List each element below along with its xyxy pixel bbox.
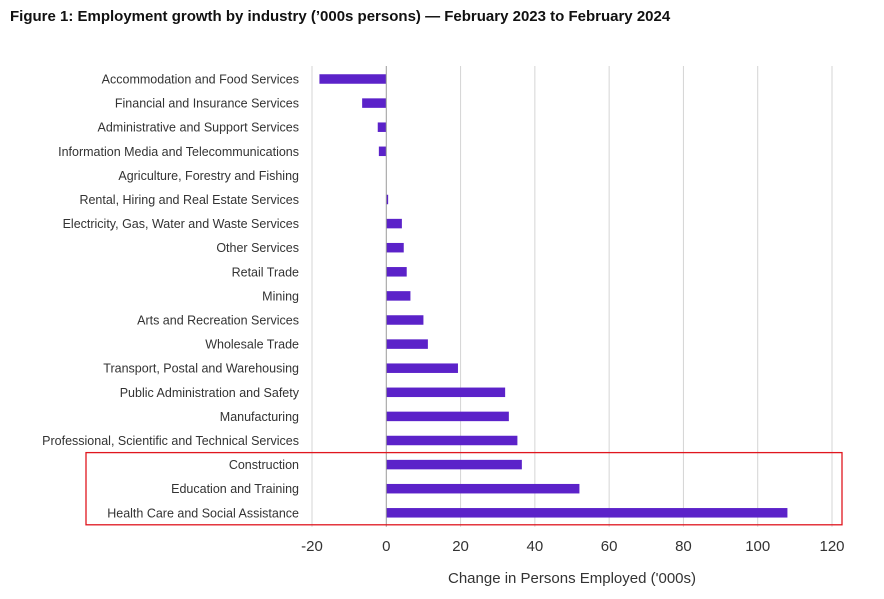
category-label: Information Media and Telecommunications <box>58 145 299 159</box>
x-axis-label: Change in Persons Employed ('000s) <box>448 570 696 587</box>
bar <box>386 363 458 373</box>
bar <box>386 459 522 470</box>
category-labels: Accommodation and Food Services Financial… <box>42 73 300 521</box>
category-label: Manufacturing <box>220 410 299 424</box>
chart-title: Figure 1: Employment growth by industry … <box>10 8 671 25</box>
category-label: Accommodation and Food Services <box>102 73 299 87</box>
bars <box>319 74 788 518</box>
x-tick-label: 40 <box>527 538 544 555</box>
bar <box>378 146 387 157</box>
x-tick-label: -20 <box>301 538 323 555</box>
x-tick-labels: -20 0 20 40 60 80 100 120 <box>301 538 844 555</box>
x-tick-label: 60 <box>601 538 618 555</box>
bar <box>386 315 424 325</box>
highlight-box-group <box>85 451 843 526</box>
bar <box>386 218 402 229</box>
bar <box>386 483 580 494</box>
category-label: Rental, Hiring and Real Estate Services <box>79 193 299 207</box>
x-tick-label: 20 <box>452 538 469 555</box>
bar <box>386 242 404 253</box>
category-label: Transport, Postal and Warehousing <box>103 362 299 376</box>
category-label: Agriculture, Forestry and Fishing <box>118 169 299 183</box>
x-tick-label: 80 <box>675 538 692 555</box>
category-label: Professional, Scientific and Technical S… <box>42 434 299 448</box>
x-tick-label: 0 <box>382 538 390 555</box>
category-label: Public Administration and Safety <box>120 386 300 400</box>
category-label: Mining <box>262 289 299 303</box>
bar <box>386 291 411 301</box>
x-tick-label: 120 <box>819 538 844 555</box>
bar <box>386 508 788 518</box>
category-label: Financial and Insurance Services <box>115 97 299 111</box>
category-label: Electricity, Gas, Water and Waste Servic… <box>63 217 299 231</box>
bar <box>386 194 389 205</box>
category-label: Arts and Recreation Services <box>137 314 299 328</box>
bar <box>386 435 518 446</box>
bar <box>386 339 428 349</box>
category-label: Construction <box>229 458 299 472</box>
category-label: Education and Training <box>171 482 299 496</box>
category-label: Health Care and Social Assistance <box>107 506 299 520</box>
bar <box>386 387 506 398</box>
x-tick-label: 100 <box>745 538 770 555</box>
gridlines <box>311 66 833 527</box>
category-label: Retail Trade <box>232 265 299 279</box>
category-label: Administrative and Support Services <box>98 121 299 135</box>
category-label: Other Services <box>216 241 299 255</box>
bar <box>386 411 509 422</box>
bar <box>362 98 387 108</box>
category-label: Wholesale Trade <box>205 338 299 352</box>
bar <box>386 267 407 277</box>
highlight-box <box>85 451 843 526</box>
bar <box>377 122 387 132</box>
bar <box>319 74 387 84</box>
